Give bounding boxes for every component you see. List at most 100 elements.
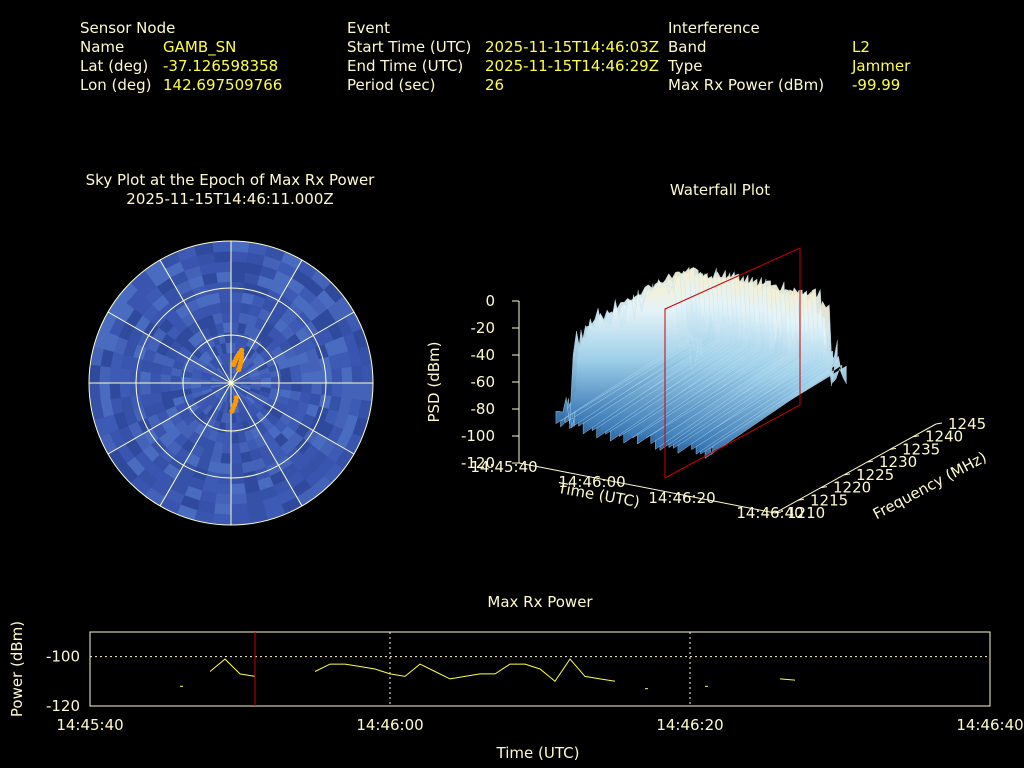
waterfall-frequency-tick — [797, 498, 805, 501]
interference-heading: Interference — [668, 19, 760, 37]
waterfall-z-tick-label: -20 — [471, 319, 496, 337]
sky-heat-cell — [230, 443, 241, 455]
interference-band-label: Band — [668, 38, 707, 56]
event-end-value: 2025-11-15T14:46:29Z — [485, 57, 659, 75]
waterfall-frequency-tick — [866, 460, 874, 463]
sky-heat-cell — [218, 463, 232, 475]
sky-heat-cell — [214, 493, 232, 505]
sky-plot-heatmap — [89, 241, 373, 525]
sky-heat-cell — [129, 382, 141, 397]
waterfall-frequency-tick — [912, 435, 920, 438]
sky-heat-cell — [218, 291, 232, 303]
max-rx-power-y-tick-label: -120 — [46, 697, 80, 715]
sky-heat-cell — [169, 382, 181, 392]
sky-heat-cell — [361, 364, 373, 384]
waterfall-time-tick-label: 14:46:00 — [558, 473, 625, 491]
sky-heat-cell — [213, 250, 232, 263]
max-rx-power-title: Max Rx Power — [487, 593, 593, 611]
waterfall-epoch-plane — [664, 247, 801, 479]
sky-heat-cell — [213, 503, 232, 516]
sky-heat-cell — [98, 382, 111, 401]
event-end-label: End Time (UTC) — [347, 57, 464, 75]
sky-heat-cell — [230, 463, 244, 475]
sky-heat-cell — [220, 453, 232, 465]
sky-heat-cell — [212, 241, 232, 253]
sky-heat-cell — [321, 369, 333, 384]
interference-type-value: Jammer — [852, 57, 911, 75]
sensor-node-heading: Sensor Node — [80, 19, 176, 37]
waterfall-frequency-tick — [820, 486, 828, 489]
sky-heat-cell — [212, 513, 232, 525]
sky-plot-epoch: 2025-11-15T14:46:11.000Z — [126, 190, 334, 208]
waterfall-frequency-tick — [843, 473, 851, 476]
sky-heat-cell — [230, 483, 246, 495]
sky-heat-cell — [301, 382, 313, 394]
sky-heat-cell — [221, 311, 232, 323]
sky-heat-cell — [89, 364, 101, 384]
waterfall-time-ticks: 14:45:40 14:46:00 14:46:20 14:46:40 — [470, 458, 803, 522]
max-rx-power-y-ticks: -100 -120 — [46, 648, 80, 715]
max-rx-power-ylabel: Power (dBm) — [8, 621, 26, 717]
waterfall-frequency-tick — [935, 422, 943, 425]
sensor-node-panel: Sensor Node Name GAMB_SN Lat (deg) -37.126… — [80, 19, 340, 95]
waterfall-z-tick-label: -60 — [471, 373, 496, 391]
sky-heat-cell — [230, 433, 240, 445]
waterfall-surface — [555, 266, 847, 459]
sensor-lon-value: 142.697509766 — [163, 76, 283, 94]
interference-maxpower-value: -99.99 — [852, 76, 901, 94]
event-heading: Event — [347, 19, 390, 37]
interference-panel: Interference Band L2 Type Jammer Max Rx Po… — [668, 19, 968, 95]
waterfall-frequency-tick-label: 1240 — [925, 428, 963, 446]
max-rx-power-trace — [314, 658, 616, 683]
max-rx-power-trace — [209, 658, 256, 677]
event-start-label: Start Time (UTC) — [347, 38, 472, 56]
waterfall-z-tick-label: 0 — [485, 292, 495, 310]
waterfall-frequency-tick — [774, 511, 782, 514]
sky-heat-cell — [291, 373, 303, 384]
event-period-value: 26 — [485, 76, 505, 94]
sky-plot-markers — [229, 347, 245, 414]
sky-heat-cell — [119, 382, 131, 398]
sky-heat-cell — [230, 271, 246, 283]
waterfall-z-ticks: 0 -20 -40 -60 -80 -100 -120 — [461, 292, 519, 472]
sky-heat-cell — [139, 382, 151, 396]
sky-heat-cell — [351, 382, 364, 401]
sky-spoke-4 — [159, 259, 303, 507]
sky-point — [229, 408, 235, 414]
interference-maxpower-label: Max Rx Power (dBm) — [668, 76, 825, 94]
waterfall-time-tick-label: 14:46:40 — [736, 504, 803, 522]
sky-heat-cell — [230, 513, 250, 525]
sky-plot-title-line: Sky Plot at the Epoch of Max Rx Power — [85, 171, 375, 189]
waterfall-frequency-tick-label: 1215 — [810, 491, 848, 509]
sky-heat-cell — [321, 382, 333, 397]
sky-heat-cell — [311, 382, 323, 396]
waterfall-frequency-tick — [889, 447, 897, 450]
max-rx-power-x-tick-label: 14:46:00 — [356, 716, 423, 734]
event-panel: Event Start Time (UTC) 2025-11-15T14:46:0… — [347, 19, 667, 95]
max-rx-power-chart: -100 -120 14:45:40 14:46:00 14:46:20 14:46:4… — [8, 621, 1024, 762]
sky-heat-cell — [98, 365, 111, 384]
sky-heat-cell — [119, 368, 131, 384]
waterfall-z-tick-label: -40 — [471, 346, 496, 364]
max-rx-power-frame — [89, 631, 991, 707]
sky-heat-cell — [109, 366, 121, 384]
sky-heat-cell — [230, 473, 245, 485]
max-rx-power-x-tick-label: 14:46:20 — [656, 716, 723, 734]
event-start-value: 2025-11-15T14:46:03Z — [485, 38, 659, 56]
waterfall-plot-title: Waterfall Plot — [669, 181, 771, 199]
sky-heat-cell — [230, 261, 248, 273]
max-rx-power-grid — [90, 632, 990, 706]
max-rx-power-series — [180, 658, 796, 690]
waterfall-z-tick-label: -80 — [471, 400, 496, 418]
waterfall-frequency-tick-label: 1220 — [833, 479, 871, 497]
sky-heat-cell — [129, 369, 141, 384]
waterfall-time-tick-label: 14:45:40 — [470, 458, 537, 476]
sky-heat-cell — [149, 382, 161, 394]
waterfall-slice — [555, 281, 693, 425]
sensor-name-value: GAMB_SN — [163, 38, 237, 56]
sky-heat-cell — [139, 370, 151, 384]
sky-heat-cell — [230, 241, 250, 253]
sky-plot-title: Sky Plot at the Epoch of Max Rx Power 20… — [40, 171, 420, 209]
